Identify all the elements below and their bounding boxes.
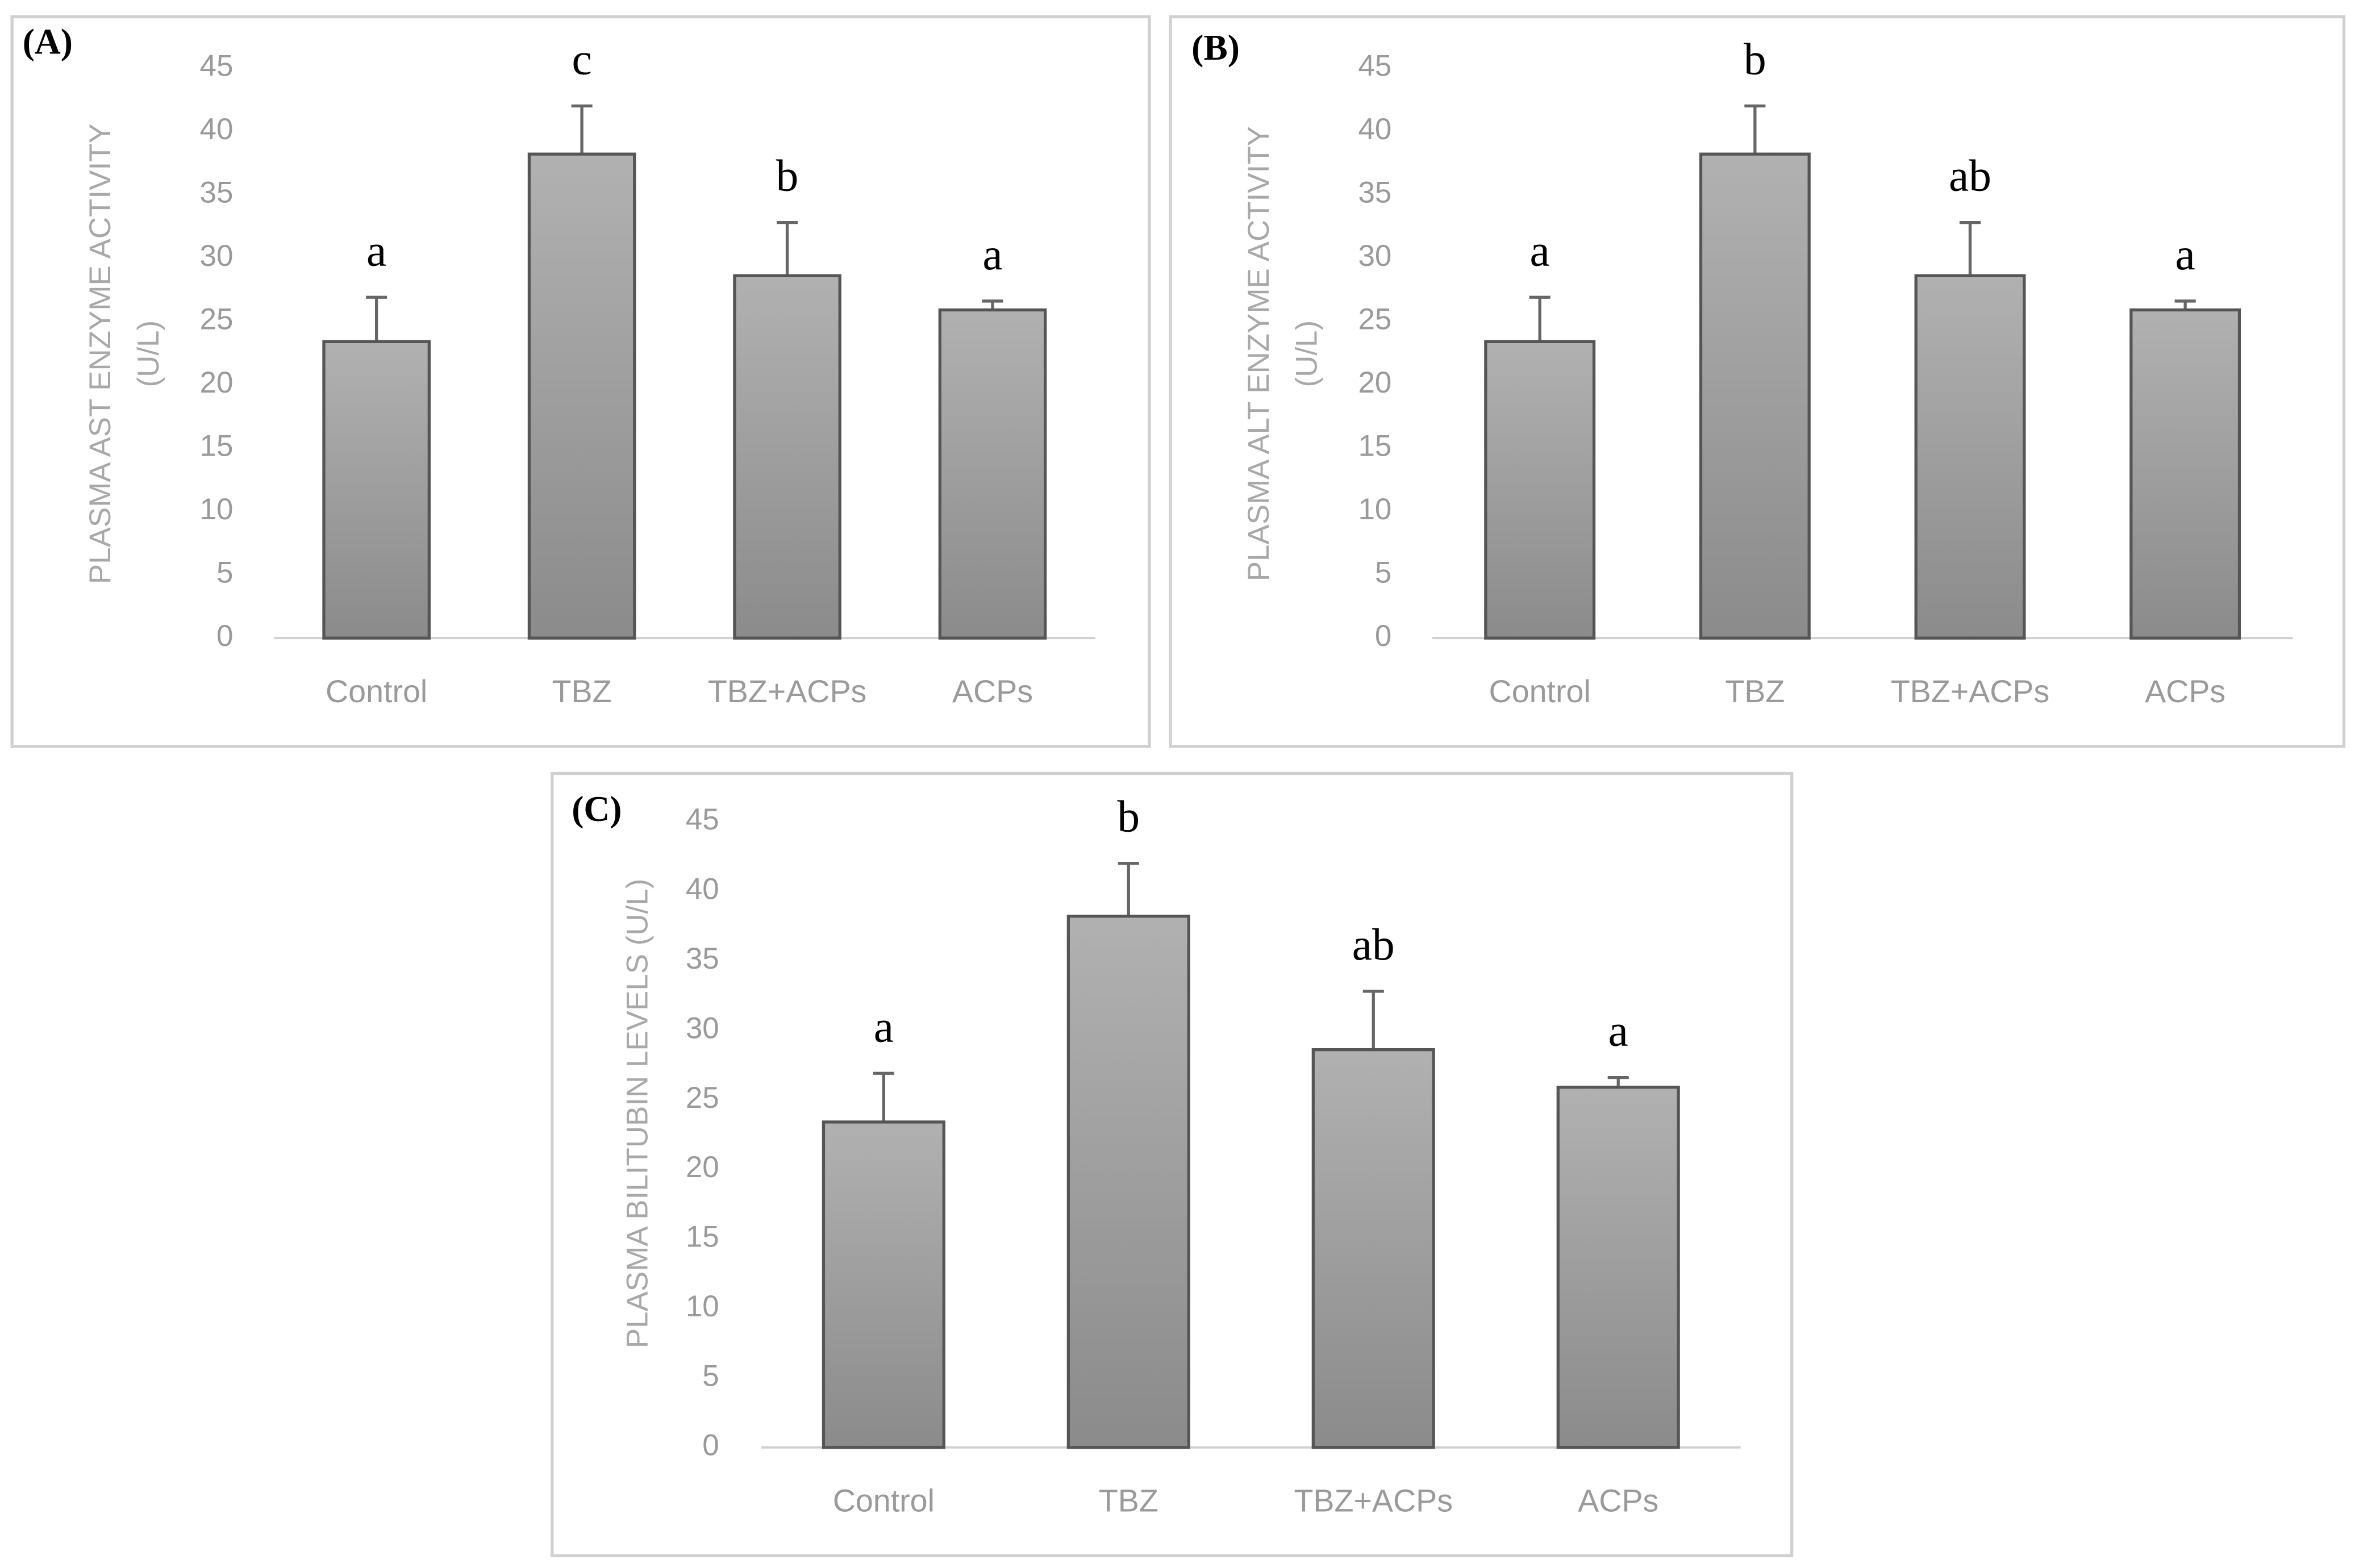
bar	[2129, 308, 2241, 640]
panel-frame	[1169, 15, 2346, 748]
y-axis-label: PLASMA AST ENZYME ACTIVITY	[84, 123, 117, 584]
y-tick-label: 10	[200, 493, 234, 526]
y-tick-label: 35	[686, 942, 719, 975]
x-tick-label: Control	[833, 1483, 935, 1518]
y-tick-label: 35	[200, 176, 234, 210]
y-tick-label: 45	[1358, 49, 1391, 83]
y-tick-label: 0	[1375, 619, 1391, 653]
y-tick-label: 10	[1358, 493, 1391, 526]
panel-label: (C)	[572, 789, 622, 829]
y-tick-label: 25	[686, 1081, 719, 1115]
y-tick-label: 10	[686, 1290, 719, 1323]
y-tick-label: 20	[1358, 366, 1391, 399]
significance-letter: c	[572, 35, 591, 85]
panel-frame	[551, 772, 1794, 1558]
y-tick-label: 25	[200, 303, 234, 336]
y-axis-label: PLASMA ALT ENZYME ACTIVITY	[1242, 126, 1276, 581]
y-tick-label: 35	[1358, 176, 1391, 210]
y-tick-label: 40	[200, 112, 234, 146]
y-axis-label: PLASMA BILITUBIN LEVELS (U/L)	[620, 879, 654, 1349]
panel-label: (B)	[1191, 27, 1240, 68]
y-tick-label: 5	[1375, 556, 1391, 590]
bar	[1066, 915, 1190, 1449]
y-tick-label: 15	[200, 429, 234, 463]
significance-letter: a	[366, 226, 386, 276]
significance-letter: b	[776, 151, 799, 201]
y-tick-label: 25	[1358, 303, 1391, 336]
y-tick-label: 20	[200, 366, 234, 399]
significance-letter: b	[1744, 35, 1766, 85]
y-axis-label: (U/L)	[132, 320, 165, 387]
bar	[1914, 274, 2026, 640]
significance-letter: a	[1608, 1006, 1628, 1056]
bar	[1699, 152, 1811, 640]
y-tick-label: 5	[216, 556, 233, 590]
x-tick-label: TBZ+ACPs	[708, 674, 867, 709]
x-tick-label: TBZ	[1725, 674, 1785, 709]
bar	[1484, 340, 1596, 640]
y-tick-label: 0	[216, 619, 233, 653]
y-tick-label: 45	[686, 803, 719, 836]
y-tick-label: 30	[200, 239, 234, 273]
significance-letter: a	[1530, 226, 1550, 276]
y-tick-label: 30	[686, 1011, 719, 1045]
y-tick-label: 5	[702, 1359, 719, 1392]
x-tick-label: TBZ	[552, 674, 612, 709]
x-tick-label: TBZ	[1099, 1483, 1158, 1518]
y-tick-label: 40	[1358, 112, 1391, 146]
x-tick-label: TBZ+ACPs	[1891, 674, 2050, 709]
significance-letter: a	[982, 230, 1002, 280]
bar	[733, 274, 841, 640]
panel-label: (A)	[23, 21, 73, 61]
significance-letter: a	[874, 1002, 894, 1052]
significance-letter: a	[2175, 230, 2195, 280]
y-tick-label: 15	[1358, 429, 1391, 463]
y-tick-label: 45	[200, 49, 234, 83]
significance-letter: ab	[1949, 151, 1991, 201]
bar	[527, 152, 636, 640]
significance-letter: b	[1117, 792, 1140, 842]
y-tick-label: 20	[686, 1150, 719, 1184]
bar	[322, 340, 431, 640]
x-tick-label: ACPs	[1578, 1483, 1658, 1518]
y-tick-label: 40	[686, 873, 719, 906]
y-tick-label: 30	[1358, 239, 1391, 273]
x-tick-label: ACPs	[2145, 674, 2225, 709]
y-axis-label: (U/L)	[1290, 320, 1324, 387]
x-tick-label: Control	[1489, 674, 1591, 709]
y-tick-label: 15	[686, 1220, 719, 1254]
bar	[822, 1120, 945, 1449]
significance-letter: ab	[1352, 920, 1395, 970]
y-tick-label: 0	[702, 1429, 719, 1462]
panel-frame	[10, 15, 1151, 748]
x-tick-label: ACPs	[952, 674, 1033, 709]
x-tick-label: Control	[326, 674, 427, 709]
x-tick-label: TBZ+ACPs	[1294, 1483, 1453, 1518]
bar	[1311, 1048, 1435, 1449]
bar	[1556, 1086, 1680, 1449]
bar	[938, 308, 1047, 640]
